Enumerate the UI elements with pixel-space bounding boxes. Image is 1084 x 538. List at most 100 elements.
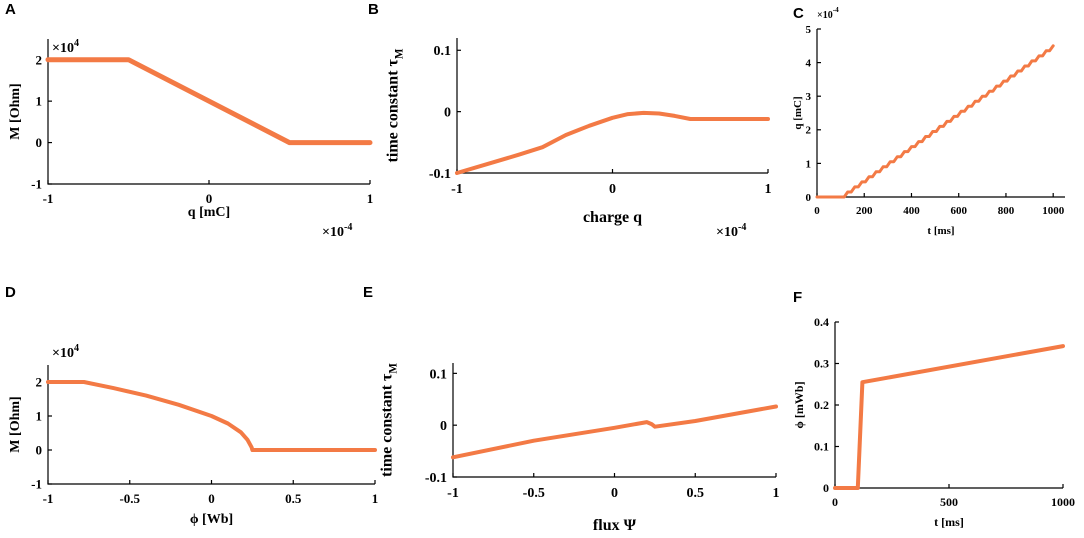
panel-c: C 0 200 400 600 800 1000 0 1 2 3 4 5 t [ms] q [mC] ×10-…	[792, 5, 1065, 237]
y-tick-label: 0	[36, 443, 43, 458]
x-axis-label: charge q	[583, 209, 642, 226]
y-tick-label: 2	[806, 125, 812, 137]
series-line	[45, 57, 373, 146]
panel-letter: F	[793, 289, 802, 306]
y-exponent-power: -4	[833, 6, 839, 14]
panel-f: F 0 500 1000 0 0.1 0.2 0.3 0.4 t [ms] ϕ [mWb]	[792, 289, 1075, 529]
x-tick-label: -1	[43, 191, 54, 206]
x-exponent-base: ×10	[716, 225, 738, 240]
y-tick-label: -1	[31, 477, 42, 492]
panel-e: E -1 -0.5 0 0.5 1 -0.1 0 0.1 flux Ψ time constant …	[363, 284, 780, 534]
x-exponent-power: -4	[738, 222, 746, 233]
y-axis-label-text: time constant τ	[379, 373, 396, 477]
panel-d: D -1 -0.5 0 0.5 1 -1 0 1 2 ϕ [Wb] M [Ohm] ×104	[5, 284, 378, 527]
y-axis-label: M [Ohm]	[8, 396, 23, 452]
y-axis-label: time constant τM	[379, 363, 400, 477]
x-exponent-base: ×10	[322, 225, 344, 240]
x-tick-label: 1	[372, 491, 379, 506]
y-tick-label: 0.1	[430, 367, 448, 382]
x-tick-label: 200	[856, 205, 873, 217]
x-exponent: ×10-4	[716, 222, 746, 240]
y-exponent-base: ×10	[52, 346, 74, 361]
y-axis-label-text: q [mC]	[792, 96, 804, 129]
y-exponent-base: ×10	[52, 41, 74, 56]
x-tick-label: 0.5	[285, 491, 302, 506]
panel-letter: E	[363, 284, 373, 301]
axes	[816, 29, 1065, 198]
y-axis-label: time constant τM	[385, 48, 406, 162]
x-tick-label: 0	[814, 205, 820, 217]
y-exponent: ×104	[52, 38, 79, 56]
y-tick-label: 0	[823, 481, 829, 495]
y-axis-label: M [Ohm]	[8, 83, 23, 139]
y-tick-label: 0	[36, 135, 43, 150]
series-line	[451, 404, 778, 460]
axes	[456, 38, 768, 174]
x-tick-label: 600	[950, 205, 967, 217]
y-exponent-power: 4	[74, 343, 79, 354]
y-tick-label: -1	[31, 177, 42, 192]
x-tick-label: 500	[940, 495, 958, 509]
y-axis-label-text: time constant τ	[385, 58, 402, 162]
x-tick-label: 0.5	[687, 486, 705, 501]
y-tick-label: 2	[36, 375, 43, 390]
y-tick-label: 1	[36, 94, 43, 109]
x-tick-label: 1	[367, 191, 374, 206]
series-line	[46, 380, 377, 452]
y-tick-label: 0.4	[814, 315, 829, 329]
y-tick-label: 0	[806, 192, 812, 204]
series-line	[455, 110, 770, 175]
axes	[452, 363, 776, 478]
y-axis-label: q [mC]	[792, 96, 804, 129]
x-exponent: ×10-4	[322, 222, 352, 240]
x-exponent-power: -4	[344, 222, 352, 233]
panel-b: B -1 0 1 -0.1 0 0.1 charge q time constant τM ×10…	[368, 1, 772, 240]
x-tick-label: -0.5	[523, 486, 545, 501]
x-tick-label: 400	[903, 205, 920, 217]
y-tick-label: 2	[36, 52, 43, 67]
y-tick-label: 0.3	[814, 357, 829, 371]
x-tick-label: 1000	[1042, 205, 1065, 217]
x-tick-label: 0	[609, 182, 616, 197]
x-axis-label: t [ms]	[927, 225, 954, 237]
x-axis-label: flux Ψ	[593, 517, 637, 534]
x-tick-label: 0	[611, 486, 618, 501]
x-tick-label: -1	[43, 491, 54, 506]
x-tick-label: 0	[832, 495, 838, 509]
y-tick-label: 1	[36, 409, 43, 424]
panel-letter: A	[5, 1, 16, 18]
y-axis-label: ϕ [mWb]	[792, 381, 806, 428]
y-exponent: ×104	[52, 343, 79, 361]
y-axis-label-subscript: M	[388, 363, 400, 374]
y-exponent: ×10-4	[817, 6, 839, 21]
y-tick-label: 4	[806, 57, 812, 69]
y-tick-label: 0	[444, 106, 451, 121]
y-tick-label: -0.1	[425, 471, 447, 486]
y-tick-label: 5	[806, 24, 812, 36]
x-tick-label: 0	[208, 491, 215, 506]
panel-letter: D	[5, 284, 16, 301]
axes	[834, 322, 1063, 489]
y-tick-label: -0.1	[429, 167, 451, 182]
x-tick-label: -1	[451, 182, 463, 197]
y-axis-label-subscript: M	[394, 48, 406, 59]
y-tick-label: 3	[806, 91, 812, 103]
x-axis-label: t [ms]	[934, 515, 964, 529]
y-exponent-base: ×10	[817, 10, 833, 21]
y-tick-label: 1	[806, 158, 812, 170]
y-axis-label-text: ϕ [mWb]	[792, 381, 806, 428]
x-tick-label: 1	[765, 182, 772, 197]
y-axis-label-text: M [Ohm]	[8, 83, 23, 139]
x-tick-label: -0.5	[119, 491, 140, 506]
x-axis-label: q [mC]	[188, 205, 230, 220]
panel-letter: C	[793, 5, 804, 22]
y-axis-label-text: M [Ohm]	[8, 396, 23, 452]
x-tick-label: 0	[206, 191, 213, 206]
series-line	[833, 344, 1065, 490]
x-axis-label: ϕ [Wb]	[190, 512, 233, 527]
x-tick-label: 1000	[1051, 495, 1075, 509]
y-tick-label: 0.1	[434, 44, 452, 59]
x-tick-label: -1	[447, 486, 459, 501]
